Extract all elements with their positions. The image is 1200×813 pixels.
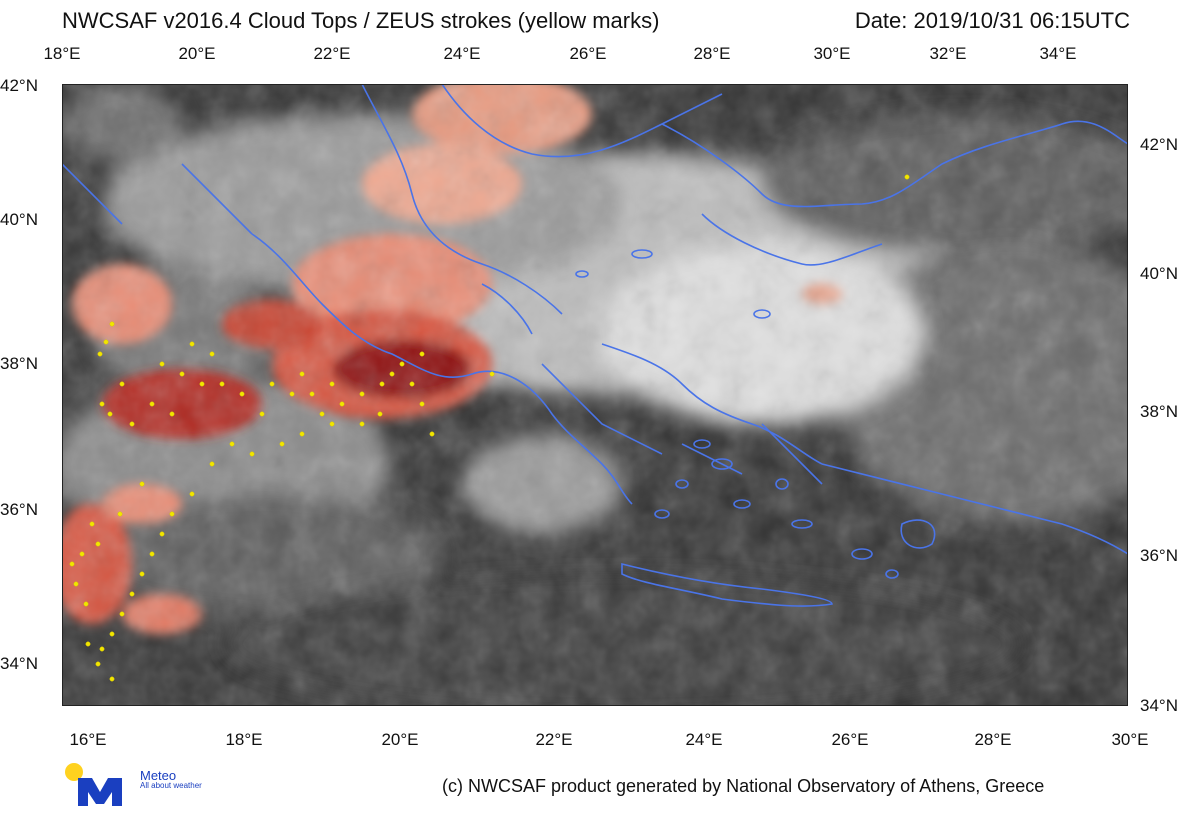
top-lon-label: 28°E: [693, 44, 731, 63]
bottom-lon-label: 26°E: [831, 730, 869, 749]
islands: [575, 249, 899, 579]
map-frame: [62, 84, 1128, 706]
bottom-lon-label: 20°E: [381, 730, 419, 749]
coastlines: [62, 84, 1128, 607]
footer-credit: (c) NWCSAF product generated by National…: [442, 776, 1045, 796]
top-lon-label: 32°E: [929, 44, 967, 63]
bottom-lon-label: 28°E: [974, 730, 1012, 749]
bottom-lon-label: 22°E: [535, 730, 573, 749]
right-lat-label: 40°N: [1140, 264, 1178, 283]
meteo-logo: [64, 762, 136, 813]
zeus-strokes: [69, 174, 910, 682]
texture-overlay: [62, 84, 1128, 706]
map-date: Date: 2019/10/31 06:15UTC: [854, 8, 1130, 33]
left-lat-label: 36°N: [0, 500, 38, 519]
top-lon-label: 20°E: [178, 44, 216, 63]
sun-icon: [65, 763, 83, 781]
logo-name: Meteo: [140, 768, 177, 783]
map-title: NWCSAF v2016.4 Cloud Tops / ZEUS strokes…: [62, 8, 660, 33]
left-lat-label: 40°N: [0, 210, 38, 229]
left-lat-label: 42°N: [0, 76, 38, 95]
bottom-lon-label: 18°E: [225, 730, 263, 749]
logo-text: Meteo All about weather: [140, 768, 202, 790]
top-lon-label: 24°E: [443, 44, 481, 63]
satellite-map: [62, 84, 1128, 706]
top-lon-label: 22°E: [313, 44, 351, 63]
logo-tagline: All about weather: [140, 781, 202, 790]
right-lat-label: 38°N: [1140, 402, 1178, 421]
right-lat-label: 42°N: [1140, 135, 1178, 154]
left-lat-label: 38°N: [0, 354, 38, 373]
right-lat-label: 34°N: [1140, 696, 1178, 715]
top-lon-label: 30°E: [813, 44, 851, 63]
top-lon-label: 34°E: [1039, 44, 1077, 63]
right-lat-label: 36°N: [1140, 546, 1178, 565]
left-lat-label: 34°N: [0, 654, 38, 673]
bottom-lon-label: 30°E: [1111, 730, 1149, 749]
bottom-lon-label: 24°E: [685, 730, 723, 749]
top-lon-label: 18°E: [43, 44, 81, 63]
bottom-lon-label: 16°E: [69, 730, 107, 749]
top-lon-label: 26°E: [569, 44, 607, 63]
